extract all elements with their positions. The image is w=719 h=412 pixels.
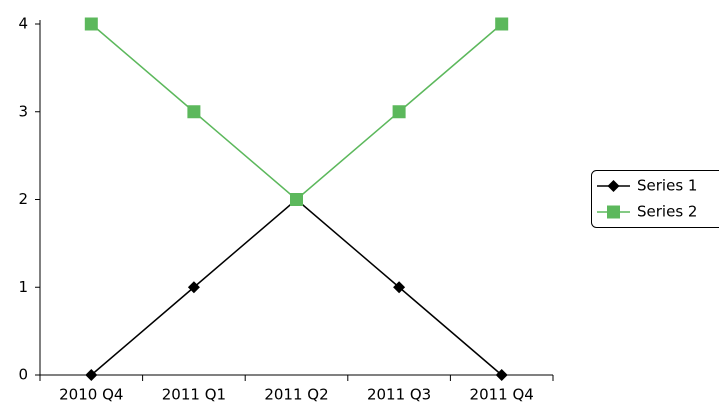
series-line: [90, 23, 503, 201]
y-tick-label: 4: [18, 15, 28, 33]
y-tick-label: 0: [18, 366, 28, 384]
y-tick-label: 3: [18, 102, 28, 120]
x-tick-label: 2011 Q4: [470, 386, 534, 404]
x-tick-label: 2011 Q2: [264, 386, 328, 404]
legend-box: [591, 170, 719, 228]
data-point: [495, 17, 509, 31]
data-point: [85, 369, 98, 381]
x-tick-label: 2011 Q3: [367, 386, 431, 404]
series-line: [90, 198, 503, 376]
x-tick-label: 2011 Q1: [162, 386, 226, 404]
data-point: [187, 281, 200, 294]
data-point: [392, 105, 406, 119]
x-tick-label: 2010 Q4: [59, 386, 123, 404]
legend-marker: [607, 180, 620, 192]
data-point: [187, 105, 201, 119]
legend-marker: [607, 205, 620, 219]
data-point: [495, 369, 508, 381]
y-tick-label: 2: [18, 190, 28, 208]
data-point: [84, 17, 98, 31]
data-point: [393, 281, 406, 294]
legend-label: Series 2: [637, 203, 697, 221]
data-point: [290, 193, 303, 206]
legend-label: Series 1: [637, 177, 697, 195]
y-tick-label: 1: [18, 278, 28, 296]
